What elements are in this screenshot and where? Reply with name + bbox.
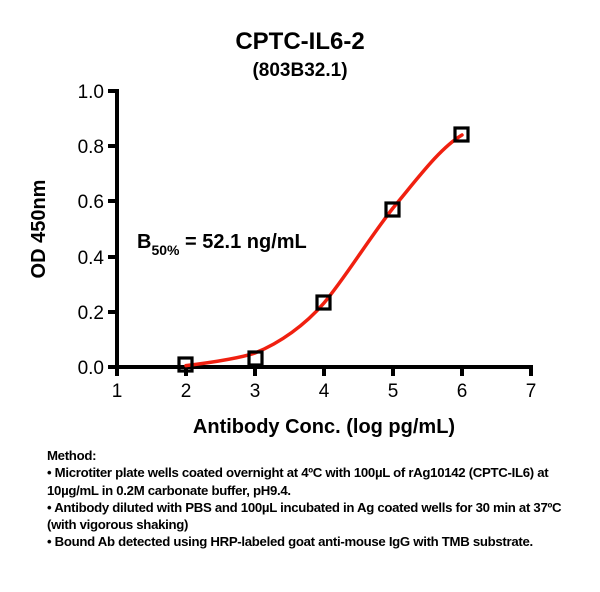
- method-bullet: • Microtiter plate wells coated overnigh…: [47, 465, 549, 498]
- marker-square-icon: [315, 294, 332, 311]
- x-axis-label: Antibody Conc. (log pg/mL): [193, 416, 455, 438]
- marker-square-icon: [247, 350, 264, 367]
- chart-subtitle: (803B32.1): [252, 60, 348, 81]
- svg-text:4: 4: [319, 381, 330, 402]
- marker-square-icon: [384, 201, 401, 218]
- svg-text:5: 5: [388, 381, 399, 402]
- svg-text:0.0: 0.0: [78, 358, 104, 379]
- svg-text:2: 2: [181, 381, 192, 402]
- y-axis: [108, 89, 119, 369]
- x-axis: [115, 365, 533, 376]
- marker-square-icon: [453, 126, 470, 143]
- chart-title: CPTC-IL6-2: [235, 28, 365, 55]
- y-tick-labels: 1.0 0.8 0.6 0.4 0.2 0.0: [78, 82, 105, 379]
- svg-text:1: 1: [112, 381, 123, 402]
- svg-text:3: 3: [250, 381, 261, 402]
- method-bullet: • Bound Ab detected using HRP-labeled go…: [47, 534, 533, 550]
- svg-text:6: 6: [457, 381, 468, 402]
- chart-plot: 1.0 0.8 0.6 0.4 0.2 0.0 1 2 3 4 5 6 7 OD…: [28, 82, 537, 438]
- marker-square-icon: [177, 356, 194, 373]
- b50-annotation: B50% = 52.1 ng/mL: [137, 231, 307, 258]
- svg-text:0.2: 0.2: [78, 303, 104, 324]
- method-notes: Method: • Microtiter plate wells coated …: [47, 447, 567, 551]
- method-bullet: • Antibody diluted with PBS and 100µL in…: [47, 499, 562, 533]
- y-axis-label: OD 450nm: [28, 180, 50, 279]
- method-heading: Method:: [47, 448, 97, 463]
- x-tick-labels: 1 2 3 4 5 6 7: [112, 381, 537, 402]
- data-markers: [177, 126, 470, 373]
- svg-text:1.0: 1.0: [78, 82, 104, 103]
- fit-curve: [184, 133, 464, 368]
- svg-text:7: 7: [526, 381, 537, 402]
- svg-text:0.8: 0.8: [78, 137, 104, 158]
- svg-text:0.4: 0.4: [78, 248, 105, 269]
- svg-text:0.6: 0.6: [78, 192, 104, 213]
